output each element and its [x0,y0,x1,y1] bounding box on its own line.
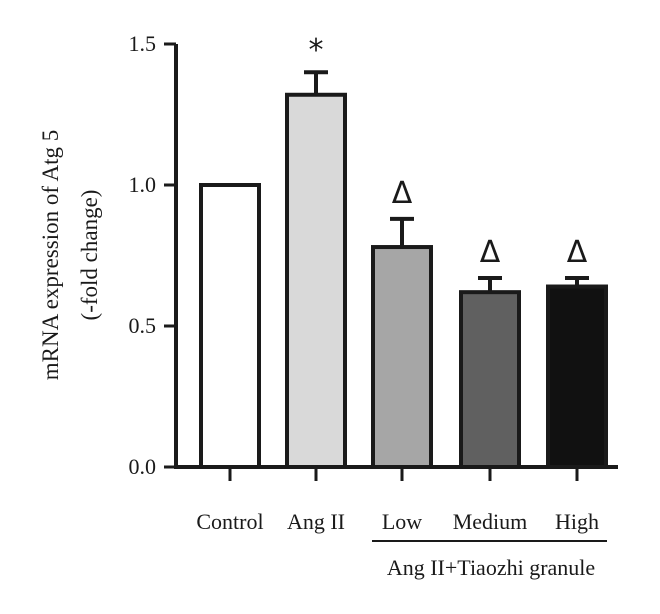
x-tick-label-control: Control [196,509,263,534]
bar-high [546,284,608,469]
x-ticks-layer: Control Ang II Low Medium High [196,467,599,534]
y-tick-label-0-0: 0.0 [129,454,157,479]
y-tick-label-1-0: 1.0 [129,172,157,197]
bar-ang-ii [285,92,347,469]
bars-layer [199,70,608,469]
x-tick-label-low: Low [382,509,422,534]
y-axis-title-line1: mRNA expression of Atg 5 [38,130,63,380]
y-axis-title-line2: (-fold change) [77,190,102,321]
x-tick-label-ang-ii: Ang II [287,509,345,534]
bar-medium [459,290,521,469]
significance-marker-ang-ii: * [309,33,324,68]
group-label: Ang II+Tiaozhi granule [387,555,595,580]
x-tick-label-high: High [555,509,599,534]
significance-marker-high: Δ [567,235,588,270]
y-tick-label-1-5: 1.5 [129,31,157,56]
y-ticks-layer: 0.0 0.5 1.0 1.5 [129,31,176,479]
bar-low [371,245,433,469]
bar-control [199,183,261,469]
significance-marker-low: Δ [392,176,413,211]
x-tick-label-medium: Medium [453,509,528,534]
y-tick-label-0-5: 0.5 [129,313,157,338]
significance-layer: * Δ Δ Δ [309,33,588,270]
significance-marker-medium: Δ [480,235,501,270]
